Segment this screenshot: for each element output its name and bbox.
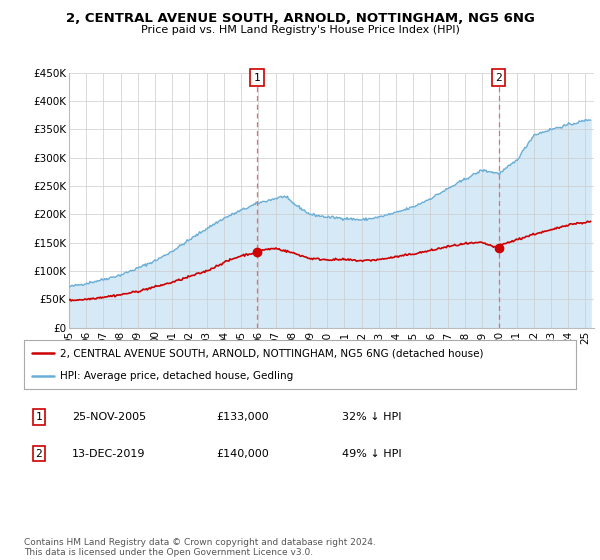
Text: 2, CENTRAL AVENUE SOUTH, ARNOLD, NOTTINGHAM, NG5 6NG: 2, CENTRAL AVENUE SOUTH, ARNOLD, NOTTING… <box>65 12 535 25</box>
Text: 32% ↓ HPI: 32% ↓ HPI <box>342 412 401 422</box>
Text: HPI: Average price, detached house, Gedling: HPI: Average price, detached house, Gedl… <box>60 371 293 381</box>
Text: Contains HM Land Registry data © Crown copyright and database right 2024.
This d: Contains HM Land Registry data © Crown c… <box>24 538 376 557</box>
Text: 2: 2 <box>495 73 502 83</box>
Text: 2: 2 <box>35 449 43 459</box>
Text: 1: 1 <box>35 412 43 422</box>
Text: 1: 1 <box>254 73 260 83</box>
Text: Price paid vs. HM Land Registry's House Price Index (HPI): Price paid vs. HM Land Registry's House … <box>140 25 460 35</box>
Text: 2, CENTRAL AVENUE SOUTH, ARNOLD, NOTTINGHAM, NG5 6NG (detached house): 2, CENTRAL AVENUE SOUTH, ARNOLD, NOTTING… <box>60 348 484 358</box>
Text: £140,000: £140,000 <box>216 449 269 459</box>
Text: 13-DEC-2019: 13-DEC-2019 <box>72 449 146 459</box>
Text: 49% ↓ HPI: 49% ↓ HPI <box>342 449 401 459</box>
Text: 25-NOV-2005: 25-NOV-2005 <box>72 412 146 422</box>
Text: £133,000: £133,000 <box>216 412 269 422</box>
